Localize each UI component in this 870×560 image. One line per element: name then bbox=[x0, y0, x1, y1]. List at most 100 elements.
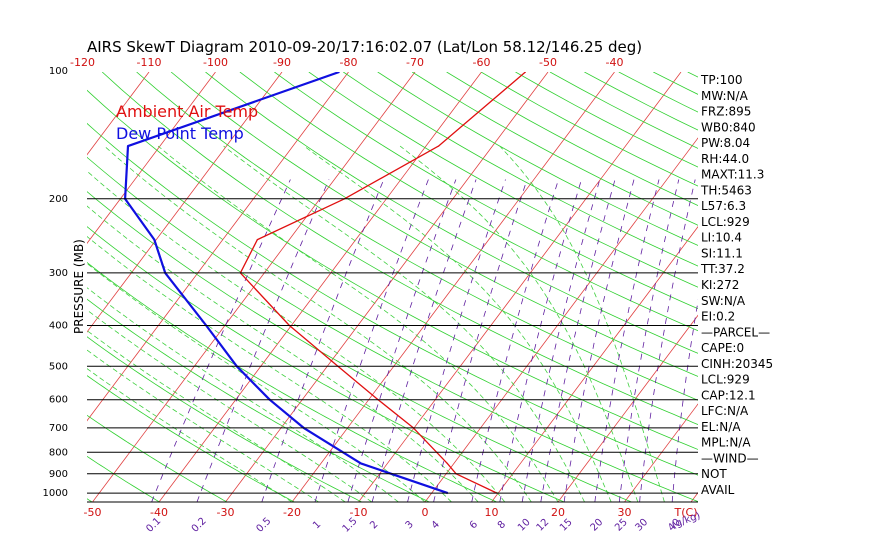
isotherm-line bbox=[87, 72, 349, 422]
dry-adiabat-line bbox=[308, 72, 698, 288]
top-temperature-tick-label: -50 bbox=[539, 56, 557, 69]
dry-adiabat-line bbox=[791, 72, 870, 502]
isotherm-line bbox=[87, 72, 150, 156]
moist-adiabat-line bbox=[87, 309, 373, 502]
isotherm-line bbox=[0, 72, 16, 502]
dry-adiabat-line bbox=[87, 191, 632, 502]
dew-point-temp-point bbox=[338, 72, 340, 73]
moist-adiabat-line bbox=[223, 145, 585, 502]
moist-adiabat-line bbox=[87, 205, 479, 502]
bottom-temperature-tick-label: 30 bbox=[618, 506, 632, 519]
dry-adiabat-line bbox=[87, 89, 698, 450]
isotherm-line bbox=[624, 403, 698, 502]
stability-index-item: TH:5463 bbox=[700, 183, 752, 197]
stability-index-item: TP:100 bbox=[700, 73, 743, 87]
mixing-ratio-line bbox=[639, 179, 696, 502]
ambient-air-temp-point bbox=[524, 72, 526, 73]
moist-adiabat-line bbox=[303, 145, 612, 502]
dry-adiabat-line bbox=[87, 156, 698, 502]
stability-index-item: LCL:929 bbox=[701, 215, 750, 229]
mixing-ratio-tick-label: 25 bbox=[613, 517, 630, 534]
dry-adiabat-line bbox=[446, 72, 698, 206]
dry-adiabat-line bbox=[239, 72, 698, 332]
stability-index-item: CINH:20345 bbox=[701, 357, 773, 371]
pressure-tick-label: 200 bbox=[49, 194, 68, 205]
bottom-temperature-tick-label: 20 bbox=[551, 506, 565, 519]
mixing-ratio-tick-label: 3 bbox=[404, 519, 416, 531]
bottom-temperature-tick-label: -10 bbox=[350, 506, 368, 519]
top-temperature-tick-label: -40 bbox=[606, 56, 624, 69]
stability-index-item: PW:8.04 bbox=[701, 136, 750, 150]
bottom-temperature-tick-label: 0 bbox=[422, 506, 429, 519]
skewt-grid bbox=[0, 72, 870, 502]
mixing-ratio-tick-label: 20 bbox=[589, 517, 606, 534]
isotherm-line bbox=[225, 72, 549, 502]
dew-point-temp-point bbox=[153, 239, 155, 241]
dry-adiabat-line bbox=[757, 72, 870, 502]
mixing-ratio-tick-label: 6 bbox=[468, 519, 480, 531]
dry-adiabat-line bbox=[87, 122, 698, 476]
mixing-ratio-line bbox=[618, 179, 680, 502]
mixing-ratio-line bbox=[261, 179, 385, 502]
stability-index-item: TT:37.2 bbox=[700, 262, 745, 276]
moist-adiabat-line bbox=[87, 368, 293, 502]
stability-index-item: MW:N/A bbox=[701, 89, 749, 103]
mixing-ratio-tick-label: 12 bbox=[535, 517, 552, 534]
pressure-tick-label: 700 bbox=[49, 423, 68, 434]
dry-adiabat-line bbox=[87, 336, 362, 502]
stability-index-item: L57:6.3 bbox=[701, 199, 746, 213]
mixing-ratio-line bbox=[521, 179, 601, 502]
stability-index-item: FRZ:895 bbox=[701, 105, 751, 119]
top-temperature-tick-label: -110 bbox=[137, 56, 162, 69]
mixing-ratio-line bbox=[347, 179, 457, 502]
stability-index-item: SI:11.1 bbox=[701, 247, 743, 261]
mixing-ratio-line bbox=[540, 179, 616, 502]
isotherm-line bbox=[87, 72, 216, 244]
mixing-ratio-line bbox=[407, 179, 506, 502]
isotherm-line bbox=[87, 72, 283, 333]
dry-adiabat-line bbox=[515, 72, 698, 168]
isotherm-line bbox=[0, 72, 83, 502]
bottom-temperature-tick-label: 10 bbox=[485, 506, 499, 519]
dry-adiabat-line bbox=[860, 72, 870, 502]
ambient-air-temp-point bbox=[256, 239, 258, 241]
mixing-ratio-line bbox=[594, 179, 660, 502]
dry-adiabat-line bbox=[101, 72, 698, 425]
legend: Ambient Air Temp Dew Point Temp bbox=[116, 102, 258, 143]
bottom-temperature-tick-label: -20 bbox=[283, 506, 301, 519]
stability-index-item: —WIND— bbox=[701, 452, 759, 466]
mixing-ratio-tick-label: 1 bbox=[311, 519, 323, 531]
stability-index-item: NOT bbox=[701, 467, 727, 481]
dry-adiabat-line bbox=[653, 72, 698, 95]
stability-index-item: RH:44.0 bbox=[701, 152, 749, 166]
bottom-temperature-tick-label: -40 bbox=[150, 506, 168, 519]
bottom-temperature-tick-label: -30 bbox=[217, 506, 235, 519]
stability-index-item: AVAIL bbox=[701, 483, 735, 497]
mixing-ratio-tick-label: 0.2 bbox=[190, 516, 209, 535]
mixing-ratio-tick-label: 2 bbox=[368, 519, 380, 531]
stability-index-item: CAP:12.1 bbox=[701, 388, 756, 402]
dry-adiabat-line bbox=[343, 72, 698, 267]
stability-index-item: CAPE:0 bbox=[701, 341, 744, 355]
top-temperature-tick-label: -100 bbox=[203, 56, 228, 69]
dry-adiabat-line bbox=[87, 262, 497, 502]
stability-index-item: MPL:N/A bbox=[701, 436, 751, 450]
mixing-ratio-tick-label: 15 bbox=[558, 517, 575, 534]
legend-ambient-air-temp: Ambient Air Temp bbox=[116, 102, 258, 121]
mixing-ratio-line bbox=[671, 298, 698, 502]
stability-index-item: EL:N/A bbox=[701, 420, 741, 434]
dry-adiabat-line bbox=[170, 72, 698, 377]
mixing-ratio-tick-label: 8 bbox=[496, 519, 508, 531]
isotherm-line bbox=[358, 72, 682, 502]
pressure-tick-label: 900 bbox=[49, 469, 68, 480]
stability-index-item: MAXT:11.3 bbox=[701, 168, 764, 182]
top-temperature-tick-label: -120 bbox=[70, 56, 95, 69]
dry-adiabat-line bbox=[205, 72, 698, 354]
pressure-tick-label: 100 bbox=[49, 66, 68, 77]
stability-index-item: LCL:929 bbox=[701, 373, 750, 387]
ambient-air-temp-point bbox=[437, 145, 440, 147]
ambient-air-temp-line bbox=[239, 72, 526, 494]
